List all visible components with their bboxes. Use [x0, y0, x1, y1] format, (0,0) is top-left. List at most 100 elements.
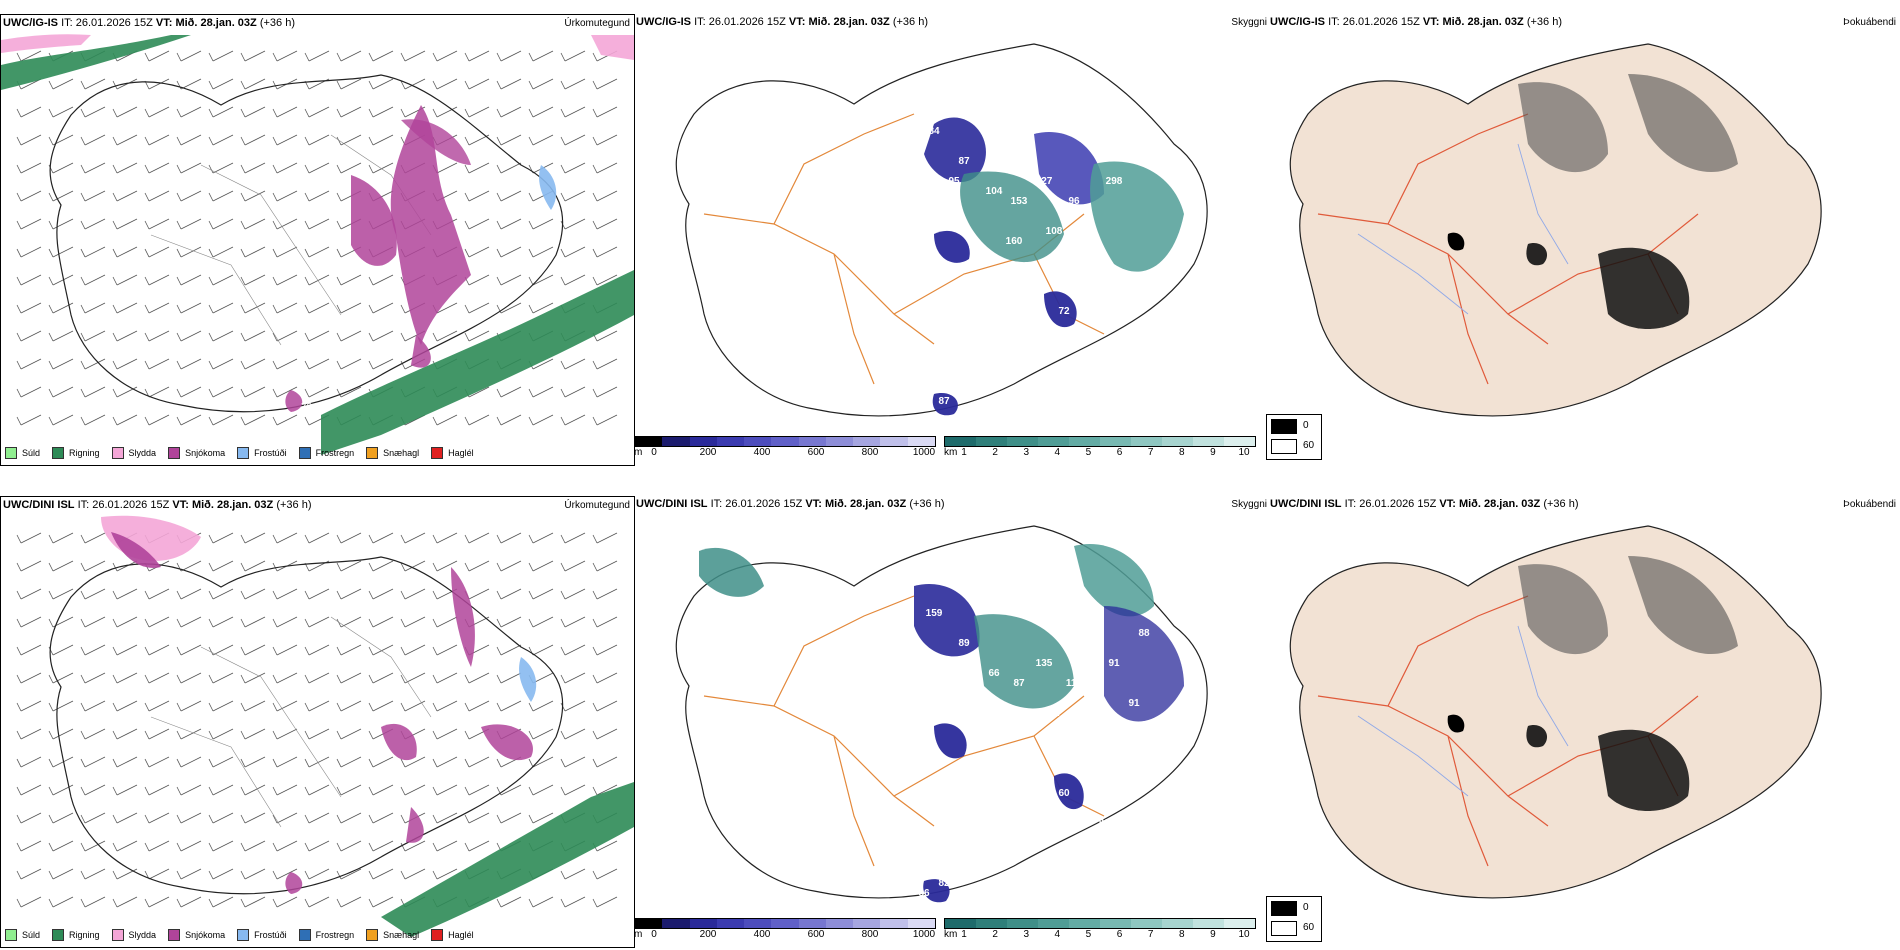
wind-barb-tick — [560, 758, 566, 768]
wind-barb-tick — [240, 136, 246, 146]
wind-barb — [340, 756, 362, 768]
visibility-label: 129 — [956, 888, 973, 899]
wind-barb — [20, 784, 42, 796]
wind-barb-tick — [240, 870, 246, 880]
wind-barb — [468, 274, 490, 286]
wind-barb — [596, 672, 618, 684]
legend-item-frostregn: Frostregn — [298, 929, 354, 941]
wind-barb-tick — [336, 108, 342, 118]
wind-barb — [596, 162, 618, 174]
wind-barb-tick — [208, 192, 214, 202]
visibility-label: 87 — [958, 156, 970, 167]
wind-barb — [308, 616, 330, 628]
wind-barb — [340, 386, 362, 398]
wind-barb-tick — [336, 164, 342, 174]
wind-barb — [596, 840, 618, 852]
wind-barb-tick — [560, 136, 566, 146]
wind-barb — [212, 302, 234, 314]
visibility-panel-1: 84 87 95 104 153 127 96 298 59 35 96 108 160 125 89 91 7… — [634, 14, 1267, 464]
wind-barb — [180, 386, 202, 398]
wind-barb-tick — [176, 758, 182, 768]
wind-barb — [340, 840, 362, 852]
wind-barb-tick — [432, 618, 438, 628]
visibility-label: 112 — [1051, 848, 1068, 859]
wind-barb-tick — [240, 646, 246, 656]
wind-barb — [404, 644, 426, 656]
wind-barb — [244, 756, 266, 768]
wind-barb-tick — [528, 562, 534, 572]
wind-barb — [308, 644, 330, 656]
wind-barb-tick — [48, 388, 54, 398]
wind-barb — [468, 386, 490, 398]
wind-barb — [532, 274, 554, 286]
wind-barb — [500, 616, 522, 628]
legend-swatch — [111, 929, 124, 941]
wind-barb — [116, 588, 138, 600]
wind-barb — [564, 728, 586, 740]
wind-barb — [372, 274, 394, 286]
wind-barb-tick — [464, 730, 470, 740]
wind-barb — [244, 616, 266, 628]
wind-barb-tick — [16, 192, 22, 202]
wind-barb — [564, 560, 586, 572]
wind-barb — [308, 784, 330, 796]
wind-barb — [180, 616, 202, 628]
wind-barb — [500, 302, 522, 314]
visibility-label: 153 — [1096, 758, 1113, 769]
wind-barb — [180, 672, 202, 684]
wind-barb-tick — [592, 220, 598, 230]
wind-barb — [212, 896, 234, 908]
wind-barb — [564, 896, 586, 908]
wind-barb — [404, 616, 426, 628]
wind-barb-tick — [176, 248, 182, 258]
wind-barb — [436, 560, 458, 572]
wind-barb — [436, 50, 458, 62]
wind-barb-tick — [400, 360, 406, 370]
wind-barb-tick — [464, 304, 470, 314]
colorbar-tick: 800 — [861, 929, 879, 940]
wind-barb-tick — [80, 220, 86, 230]
wind-barb-tick — [368, 842, 374, 852]
wind-barb — [276, 616, 298, 628]
fog-swatch-0 — [1271, 419, 1297, 434]
wind-barb-tick — [80, 898, 86, 908]
wind-barb-tick — [304, 674, 310, 684]
wind-barb — [308, 532, 330, 544]
wind-barb — [84, 78, 106, 90]
wind-barb — [52, 246, 74, 258]
wind-barb — [308, 246, 330, 258]
wind-barb — [148, 50, 170, 62]
wind-barb — [468, 560, 490, 572]
wind-barb-tick — [368, 136, 374, 146]
wind-barb-tick — [208, 136, 214, 146]
wind-barb-tick — [336, 360, 342, 370]
wind-barb-tick — [592, 388, 598, 398]
wind-barb — [244, 728, 266, 740]
wind-barb — [148, 784, 170, 796]
wind-barb — [308, 134, 330, 146]
visibility-label: 74 — [1098, 276, 1110, 287]
wind-barb — [180, 246, 202, 258]
wind-barb-tick — [592, 360, 598, 370]
wind-barb — [340, 330, 362, 342]
wind-barb-tick — [272, 388, 278, 398]
fog-panel-1: UWC/IG-IS IT: 26.01.2026 15Z VT: Mið. 28… — [1268, 14, 1900, 464]
wind-barb — [276, 246, 298, 258]
wind-barb-tick — [144, 646, 150, 656]
wind-barb — [116, 106, 138, 118]
wind-barb-tick — [144, 360, 150, 370]
wind-barb-tick — [16, 814, 22, 824]
wind-barb — [564, 588, 586, 600]
wind-barb — [372, 358, 394, 370]
fog-panel-2: UWC/DINI ISL IT: 26.01.2026 15Z VT: Mið.… — [1268, 496, 1900, 946]
wind-barb — [436, 78, 458, 90]
wind-barb-tick — [144, 332, 150, 342]
precip-panel-1: 72 UWC/IG-IS IT: 26.01.2026 15Z VT: Mið.… — [0, 14, 635, 466]
wind-barb-tick — [560, 52, 566, 62]
wind-barb — [148, 588, 170, 600]
legend-swatch — [5, 447, 17, 459]
visibility-label: 89 — [1023, 261, 1035, 272]
wind-barb-tick — [496, 758, 502, 768]
wind-barb-tick — [16, 388, 22, 398]
wind-barb — [596, 588, 618, 600]
